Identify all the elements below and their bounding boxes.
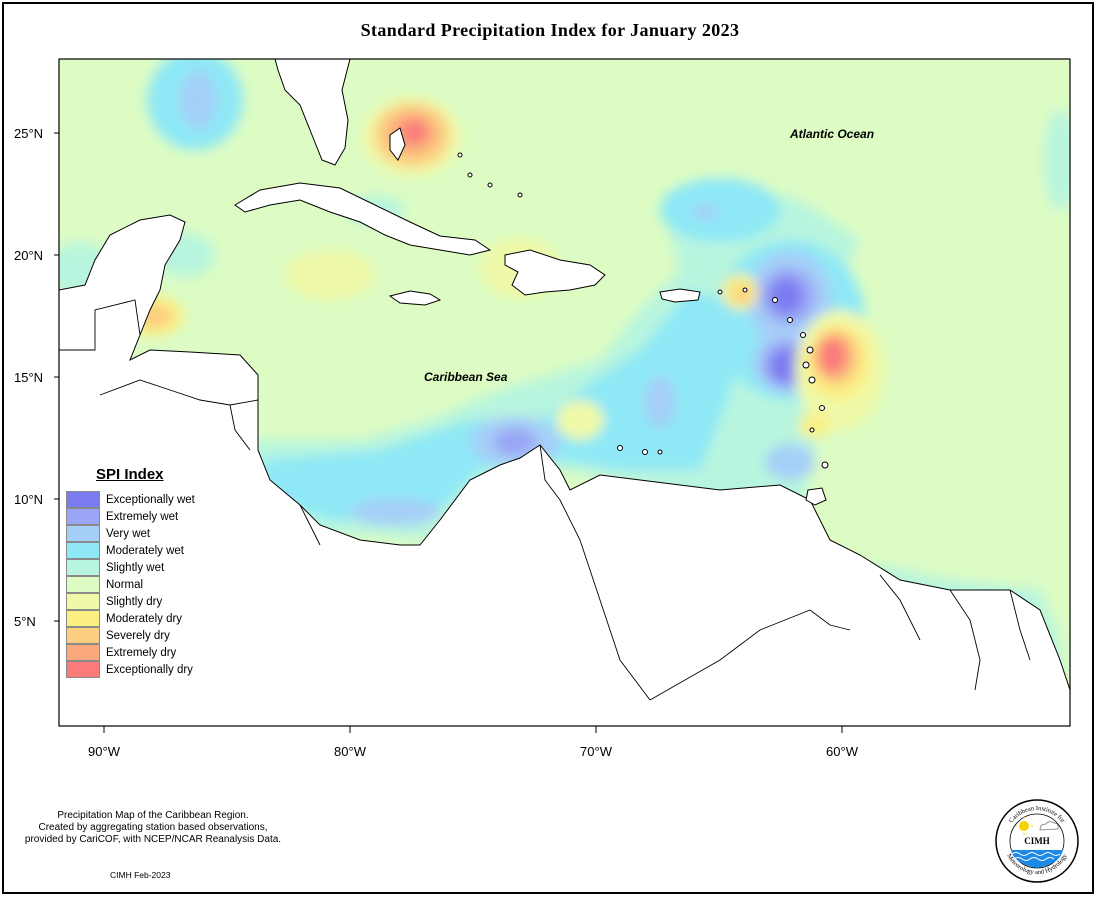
legend-swatch (66, 661, 100, 678)
legend-item: Very wet (66, 525, 216, 542)
caption-line-1: Precipitation Map of the Caribbean Regio… (57, 810, 249, 821)
legend-items: Exceptionally wet Extremely wet Very wet Mo… (66, 491, 216, 678)
lat-label-5n: 5°N (14, 614, 36, 629)
caption-line-2: Created by aggregating station based obs… (38, 822, 268, 833)
land-masses (59, 59, 1070, 726)
mainland (59, 59, 1070, 726)
legend-item: Normal (66, 576, 216, 593)
legend-item: Moderately wet (66, 542, 216, 559)
sun-icon (1019, 821, 1029, 831)
legend-item: Slightly wet (66, 559, 216, 576)
cuba (234, 182, 492, 256)
trinidad (805, 487, 827, 506)
legend-item: Exceptionally dry (66, 661, 216, 678)
lon-label-70w: 70°W (580, 744, 612, 759)
legend-swatch (66, 627, 100, 644)
map-title: Standard Precipitation Index for January… (360, 20, 740, 40)
legend-item: Slightly dry (66, 593, 216, 610)
legend-label: Moderately dry (106, 612, 183, 625)
legend-label: Exceptionally dry (106, 663, 193, 676)
lon-label-60w: 60°W (826, 744, 858, 759)
legend-swatch (66, 491, 100, 508)
water-icon (1011, 850, 1063, 868)
lat-label-20n: 20°N (14, 248, 44, 263)
logo-text: CIMH (1024, 836, 1050, 846)
jamaica (388, 290, 442, 306)
legend-swatch (66, 525, 100, 542)
legend-label: Extremely dry (106, 646, 177, 659)
cimh-logo: Caribbean Institute for Meteorology and … (995, 799, 1079, 883)
lon-label-80w: 80°W (334, 744, 366, 759)
legend-label: Normal (106, 578, 144, 591)
florida (274, 59, 351, 166)
map-caption: Precipitation Map of the Caribbean Regio… (8, 810, 298, 846)
legend-label: Exceptionally wet (106, 493, 195, 506)
legend-title: SPI Index (96, 466, 164, 483)
legend-item: Extremely wet (66, 508, 216, 525)
caribbean-sea-label: Caribbean Sea (424, 370, 508, 384)
legend-swatch (66, 576, 100, 593)
lat-label-25n: 25°N (14, 126, 44, 141)
legend-item: Severely dry (66, 627, 216, 644)
puerto-rico (659, 288, 701, 303)
spi-legend: SPI Index Exceptionally wet Extremely wet… (66, 466, 216, 678)
atlantic-ocean-label: Atlantic Ocean (790, 127, 875, 141)
map-border (58, 58, 1071, 727)
legend-label: Moderately wet (106, 544, 184, 557)
legend-swatch (66, 644, 100, 661)
legend-swatch (66, 559, 100, 576)
legend-label: Extremely wet (106, 510, 179, 523)
andros-island (389, 127, 406, 161)
caption-line-3: provided by CariCOF, with NCEP/NCAR Rean… (24, 834, 282, 845)
country-borders (59, 299, 1031, 701)
cloud-icon (1039, 821, 1059, 831)
legend-swatch (66, 542, 100, 559)
legend-label: Slightly dry (106, 595, 163, 608)
hispaniola (504, 249, 606, 296)
legend-item: Exceptionally wet (66, 491, 216, 508)
axis-ticks (54, 132, 843, 733)
legend-item: Moderately dry (66, 610, 216, 627)
lon-label-90w: 90°W (88, 744, 120, 759)
legend-label: Slightly wet (106, 561, 165, 574)
legend-swatch (66, 508, 100, 525)
credit-text: CIMH Feb-2023 (110, 870, 171, 880)
lat-label-15n: 15°N (14, 370, 44, 385)
lat-label-10n: 10°N (14, 492, 44, 507)
legend-label: Very wet (106, 527, 151, 540)
legend-item: Extremely dry (66, 644, 216, 661)
legend-swatch (66, 610, 100, 627)
legend-swatch (66, 593, 100, 610)
legend-label: Severely dry (106, 629, 170, 642)
